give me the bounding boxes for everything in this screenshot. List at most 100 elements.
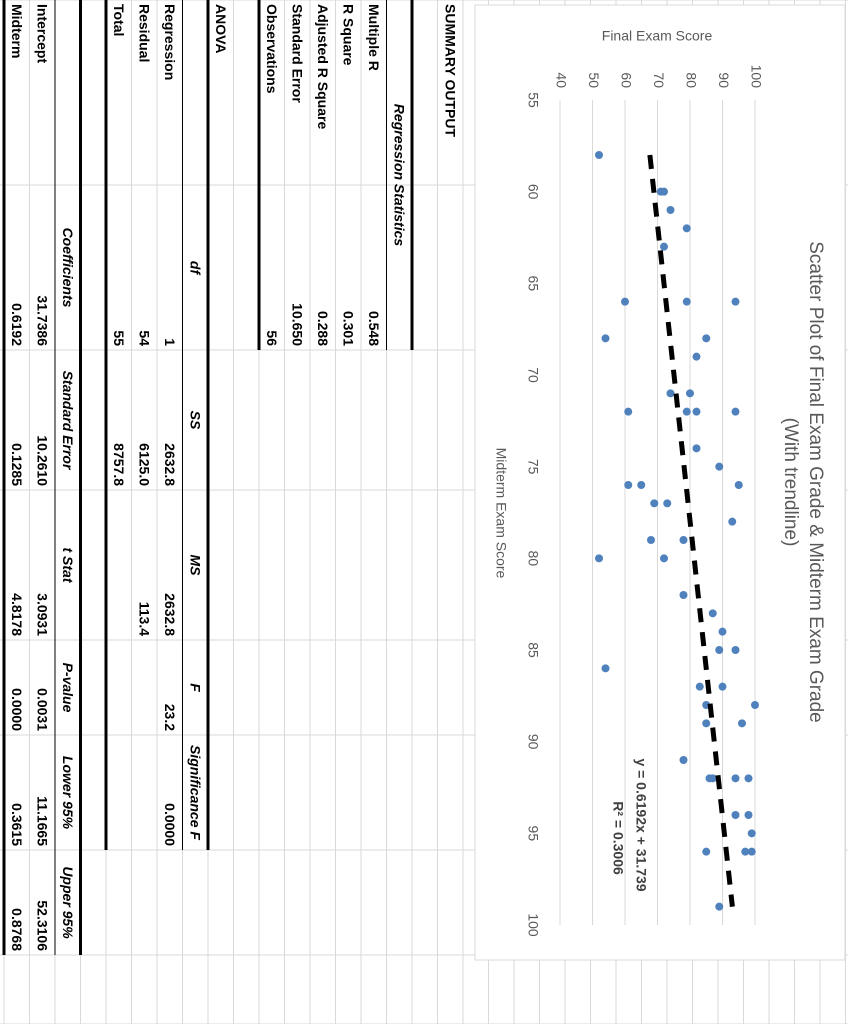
x-axis-title: Midterm Exam Score xyxy=(493,448,509,579)
point xyxy=(621,297,629,306)
cell: 52.3106 xyxy=(35,900,51,951)
x-tick-label: 85 xyxy=(525,642,541,658)
point xyxy=(734,481,743,489)
point xyxy=(715,462,724,471)
point xyxy=(692,444,701,453)
x-tick-label: 65 xyxy=(525,276,541,292)
cell: 3.0931 xyxy=(35,593,51,636)
point xyxy=(666,389,675,398)
chart-subtitle: (With trendline) xyxy=(780,418,801,547)
point xyxy=(731,811,740,819)
x-tick-label: 95 xyxy=(525,826,541,842)
cell: Multiple R xyxy=(366,4,382,71)
x-tick-label: 60 xyxy=(525,184,541,200)
cell: 0.1285 xyxy=(9,443,25,486)
point xyxy=(718,682,727,691)
cell: 0.301 xyxy=(341,311,357,346)
y-tick-label: 90 xyxy=(716,72,732,88)
point xyxy=(744,811,753,819)
trend-r2: R² = 0.3006 xyxy=(610,801,626,875)
point xyxy=(702,847,711,856)
y-tick-label: 40 xyxy=(553,72,569,88)
column-header: SS xyxy=(188,411,204,430)
point xyxy=(595,151,603,159)
cell: Adjusted R Square xyxy=(315,4,331,129)
point xyxy=(741,847,750,856)
sheet-title: SUMMARY OUTPUT xyxy=(443,4,459,137)
point xyxy=(682,224,691,233)
y-tick-label: 80 xyxy=(683,72,699,88)
point xyxy=(682,297,691,306)
point xyxy=(731,407,740,416)
point xyxy=(679,591,688,599)
cell: 6125.0 xyxy=(137,443,153,486)
column-header: F xyxy=(188,683,204,692)
point xyxy=(637,481,646,489)
point xyxy=(708,774,717,783)
point xyxy=(738,719,746,728)
point xyxy=(731,774,740,783)
cell: Regression xyxy=(162,4,178,80)
trend-equation: y = 0.6192x + 31.739 xyxy=(633,758,649,891)
column-header: Standard Error xyxy=(60,371,76,471)
cell: 0.0031 xyxy=(35,688,51,731)
y-tick-label: 50 xyxy=(586,72,602,88)
x-tick-label: 90 xyxy=(525,734,541,750)
point xyxy=(731,646,740,654)
cell: Standard Error xyxy=(290,4,306,103)
y-tick-label: 100 xyxy=(748,65,764,89)
point xyxy=(601,664,610,673)
chart-title: Scatter Plot of Final Exam Grade & Midte… xyxy=(805,241,826,723)
cell: 0.548 xyxy=(366,311,382,346)
column-header: t Stat xyxy=(60,548,76,584)
x-tick-label: 55 xyxy=(525,92,541,108)
point xyxy=(660,554,668,563)
cell: R Square xyxy=(341,4,357,66)
point xyxy=(747,847,756,856)
cell: 10.2610 xyxy=(35,435,51,486)
column-header: Upper 95% xyxy=(60,866,76,939)
point xyxy=(682,407,691,416)
point xyxy=(666,206,675,214)
point xyxy=(728,517,737,526)
cell: 8757.8 xyxy=(111,443,127,486)
cell: Intercept xyxy=(35,4,51,63)
point xyxy=(660,242,668,251)
cell: Midterm xyxy=(9,4,25,58)
cell: 0.0000 xyxy=(9,688,25,731)
point xyxy=(624,407,633,416)
cell: 11.1665 xyxy=(35,796,51,846)
cell: Total xyxy=(111,4,127,36)
cell: 0.288 xyxy=(315,311,331,346)
point xyxy=(731,297,740,306)
cell: 2632.8 xyxy=(162,443,178,486)
point xyxy=(660,187,668,196)
point xyxy=(624,481,633,489)
cell: 2632.8 xyxy=(162,593,178,636)
column-header: df xyxy=(188,261,204,276)
section-title: ANOVA xyxy=(213,4,229,54)
cell: 54 xyxy=(137,330,153,346)
column-header: Significance F xyxy=(188,745,204,840)
x-tick-label: 70 xyxy=(525,367,541,383)
column-header: Lower 95% xyxy=(60,756,76,830)
cell: 55 xyxy=(111,330,127,346)
point xyxy=(601,334,610,343)
trendline xyxy=(647,154,735,907)
point xyxy=(686,389,694,398)
cell: 0.0000 xyxy=(162,803,178,846)
point xyxy=(702,334,711,343)
point xyxy=(692,352,701,361)
point xyxy=(718,627,727,636)
cell: 0.8768 xyxy=(9,908,25,951)
cell: 1 xyxy=(162,338,178,346)
y-tick-label: 60 xyxy=(618,72,634,88)
cell: 31.7386 xyxy=(35,295,51,346)
point xyxy=(663,499,672,508)
point xyxy=(595,554,603,563)
cell: 0.6192 xyxy=(9,303,25,346)
point xyxy=(702,719,711,728)
